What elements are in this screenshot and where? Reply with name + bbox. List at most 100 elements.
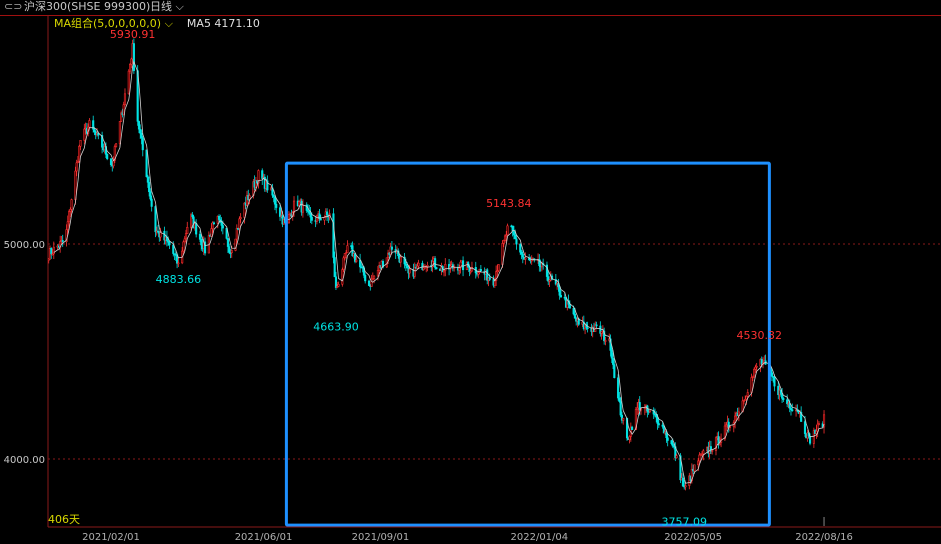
candle [559,295,562,298]
ma5-line [53,60,825,484]
candle [781,393,784,399]
candle [371,278,374,280]
candle [353,253,357,262]
candle [367,280,371,286]
candle [79,140,82,147]
candle [61,240,64,242]
candle [486,269,489,281]
candle [243,202,246,218]
candle [122,104,125,116]
candle [129,64,132,72]
candle [493,280,496,286]
price-annotation-high: 5930.91 [110,28,156,41]
candle [604,340,607,342]
candle [462,260,465,271]
candle [524,257,527,260]
candle [502,240,505,244]
candle [661,424,664,427]
candle [800,412,803,422]
period-selector[interactable]: 日线 ⌵ [150,0,184,14]
candle [168,242,171,246]
candle [817,423,820,425]
candle [342,257,345,270]
candle [146,176,149,183]
candle [742,400,746,402]
price-annotation-low: 3757.09 [661,515,707,528]
candle [78,146,81,162]
candle [318,213,321,219]
candle [572,308,575,315]
candle [681,477,685,487]
candle [221,225,224,229]
candle [51,253,54,256]
candle [167,240,170,243]
candle [109,158,113,166]
candle [709,446,712,452]
candle [717,436,720,446]
candle [149,191,152,200]
candle [261,170,264,179]
chart-header: ⊂⊃ 沪深300(SHSE 999300) 日线 ⌵ [0,0,941,16]
candle [638,402,641,411]
candle [220,222,223,226]
candle [140,132,143,139]
candle [422,267,425,270]
candle [503,235,507,241]
candle [273,196,277,205]
candle [610,350,613,359]
candle [693,464,696,472]
candle [239,217,242,220]
candle [619,401,622,416]
price-annotation-high: 5143.84 [486,197,532,210]
candle [488,277,491,280]
candle [453,267,456,269]
candle [697,460,700,466]
candle [226,238,229,247]
ma-group-selector[interactable]: MA组合(5,0,0,0,0,0) ⌵ [54,17,173,30]
candle [275,203,278,208]
candle [468,267,471,273]
candle [355,259,358,262]
candle [725,424,728,427]
candle [123,93,127,105]
candle [183,238,186,243]
x-tick-label: 2021/09/01 [352,532,410,543]
candle [390,246,393,250]
candle [636,407,639,410]
candle [69,209,72,212]
candle [66,221,69,230]
candle [364,275,367,282]
candle [519,243,522,253]
candle [789,408,793,410]
x-tick-label: 2022/05/05 [664,532,722,543]
candle [459,261,462,269]
candle [505,234,508,237]
candle [308,210,311,214]
candle [421,262,424,270]
candle [622,417,625,421]
candle [662,426,665,434]
candle [760,359,763,365]
candle [506,225,509,236]
candle [515,238,518,245]
candle [670,440,673,444]
candle [599,325,602,334]
candle [744,398,747,401]
candle [656,416,659,424]
candle [190,214,193,228]
link-icon[interactable]: ⊂⊃ [4,0,23,13]
candle [617,377,620,399]
candle [711,450,714,452]
candle [228,246,231,253]
candle [212,222,216,224]
candle [723,425,726,440]
candle [378,265,381,271]
candle [586,327,589,329]
candle [310,216,313,221]
candle [702,450,705,455]
candle [755,366,758,368]
candle [545,264,549,277]
candle [751,375,754,378]
highlight-box [284,161,771,527]
